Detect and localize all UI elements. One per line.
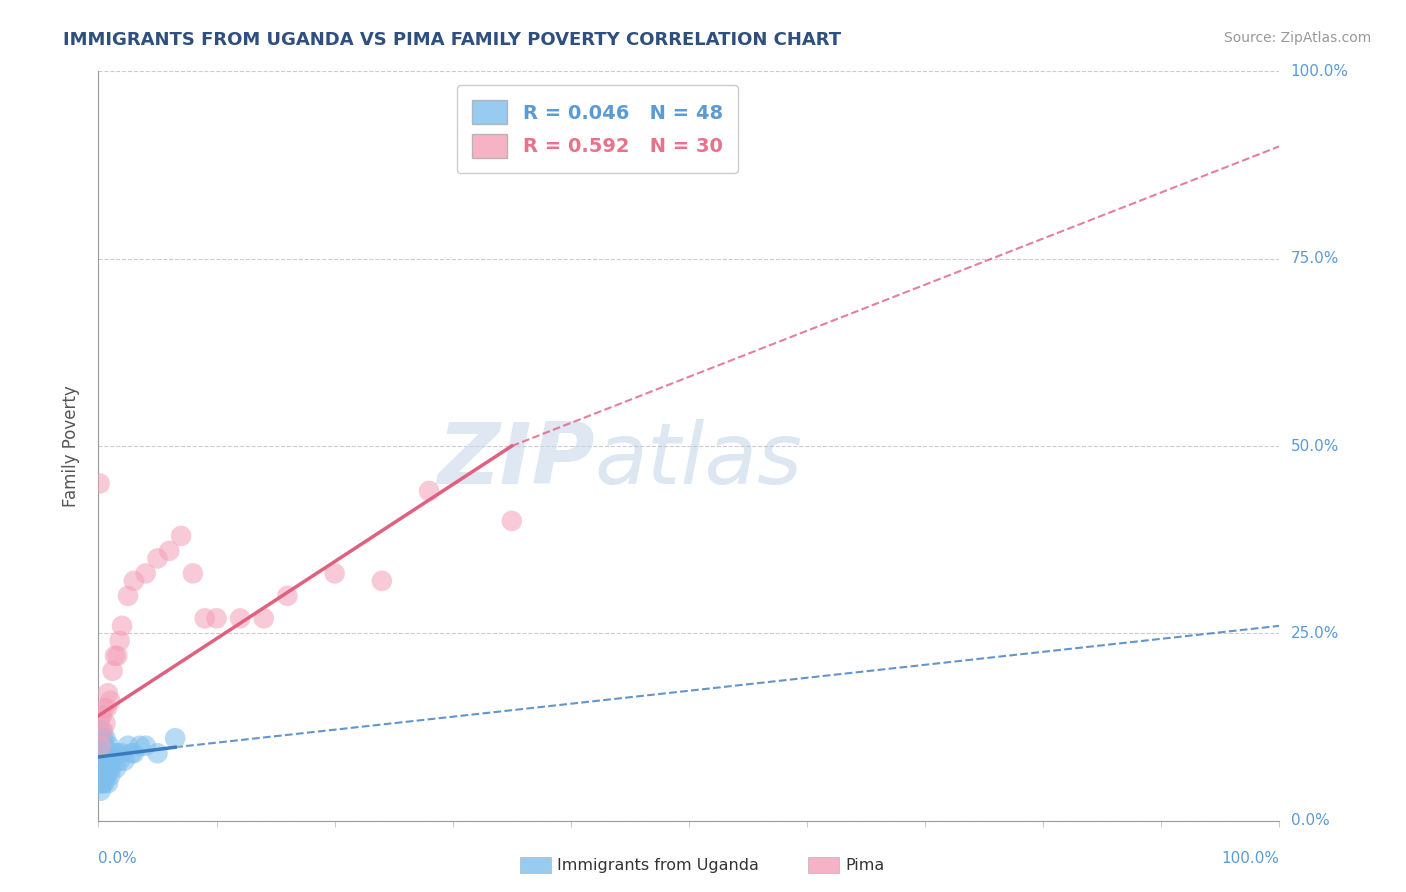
Text: Pima: Pima <box>845 858 884 872</box>
Point <box>276 589 298 603</box>
Point <box>117 739 139 753</box>
Point <box>98 761 121 775</box>
Legend: R = 0.046   N = 48, R = 0.592   N = 30: R = 0.046 N = 48, R = 0.592 N = 30 <box>457 85 738 173</box>
Point <box>229 611 252 625</box>
Point <box>90 783 112 797</box>
Text: 0.0%: 0.0% <box>98 851 138 866</box>
Point <box>105 648 128 663</box>
Point <box>90 754 112 768</box>
Point <box>90 739 112 753</box>
Point <box>89 723 111 738</box>
Text: Source: ZipAtlas.com: Source: ZipAtlas.com <box>1223 31 1371 45</box>
Point <box>91 739 114 753</box>
Point <box>108 633 131 648</box>
Point <box>418 483 440 498</box>
Point <box>94 754 117 768</box>
Point <box>105 761 128 775</box>
Point <box>122 574 145 588</box>
Point <box>111 746 134 760</box>
Point <box>135 566 157 581</box>
Point <box>117 589 139 603</box>
Point <box>89 761 111 775</box>
Point <box>94 716 117 731</box>
Text: 100.0%: 100.0% <box>1222 851 1279 866</box>
Point <box>91 754 114 768</box>
Text: 100.0%: 100.0% <box>1291 64 1348 78</box>
Point <box>108 754 131 768</box>
Point <box>91 761 114 775</box>
Point <box>165 731 187 746</box>
Point <box>323 566 346 581</box>
Point <box>93 754 115 768</box>
Point <box>97 686 120 700</box>
Point <box>96 769 118 783</box>
Point <box>96 746 118 760</box>
Point <box>101 754 124 768</box>
Point <box>91 776 114 790</box>
Point <box>501 514 523 528</box>
Text: 50.0%: 50.0% <box>1291 439 1339 453</box>
Point <box>91 723 114 738</box>
Point <box>371 574 394 588</box>
Point <box>112 754 135 768</box>
Point <box>253 611 276 625</box>
Text: 0.0%: 0.0% <box>1291 814 1329 828</box>
Text: ZIP: ZIP <box>437 419 595 502</box>
Point <box>100 761 122 775</box>
Point <box>90 708 112 723</box>
Text: 25.0%: 25.0% <box>1291 626 1339 640</box>
Point <box>121 746 143 760</box>
Point <box>91 776 114 790</box>
Text: IMMIGRANTS FROM UGANDA VS PIMA FAMILY POVERTY CORRELATION CHART: IMMIGRANTS FROM UGANDA VS PIMA FAMILY PO… <box>63 31 841 49</box>
Point <box>128 739 150 753</box>
Point <box>89 776 111 790</box>
Point <box>170 529 193 543</box>
Point <box>104 746 127 760</box>
Point <box>194 611 217 625</box>
Y-axis label: Family Poverty: Family Poverty <box>62 385 80 507</box>
Point <box>93 739 115 753</box>
Point <box>97 754 120 768</box>
Point <box>91 708 114 723</box>
Point <box>98 769 121 783</box>
Point <box>122 746 145 760</box>
Point <box>111 619 134 633</box>
Point <box>105 746 128 760</box>
Point <box>94 769 117 783</box>
Point <box>205 611 228 625</box>
Point <box>93 701 115 715</box>
Point <box>146 551 169 566</box>
Point <box>91 723 114 738</box>
Point <box>90 769 112 783</box>
Point <box>97 776 120 790</box>
Point <box>104 648 127 663</box>
Text: atlas: atlas <box>595 419 803 502</box>
Point <box>91 761 114 775</box>
Point <box>91 746 114 760</box>
Point <box>96 701 118 715</box>
Point <box>91 731 114 746</box>
Point <box>135 739 157 753</box>
Point <box>181 566 204 581</box>
Text: Immigrants from Uganda: Immigrants from Uganda <box>557 858 759 872</box>
Point <box>90 746 112 760</box>
Point <box>89 746 111 760</box>
Point <box>98 739 121 753</box>
Point <box>89 476 111 491</box>
Point <box>90 731 112 746</box>
Point <box>98 746 121 760</box>
Point <box>94 731 117 746</box>
Point <box>93 776 115 790</box>
Point <box>146 746 169 760</box>
Point <box>157 544 180 558</box>
Text: 75.0%: 75.0% <box>1291 252 1339 266</box>
Point <box>98 694 121 708</box>
Point <box>101 664 124 678</box>
